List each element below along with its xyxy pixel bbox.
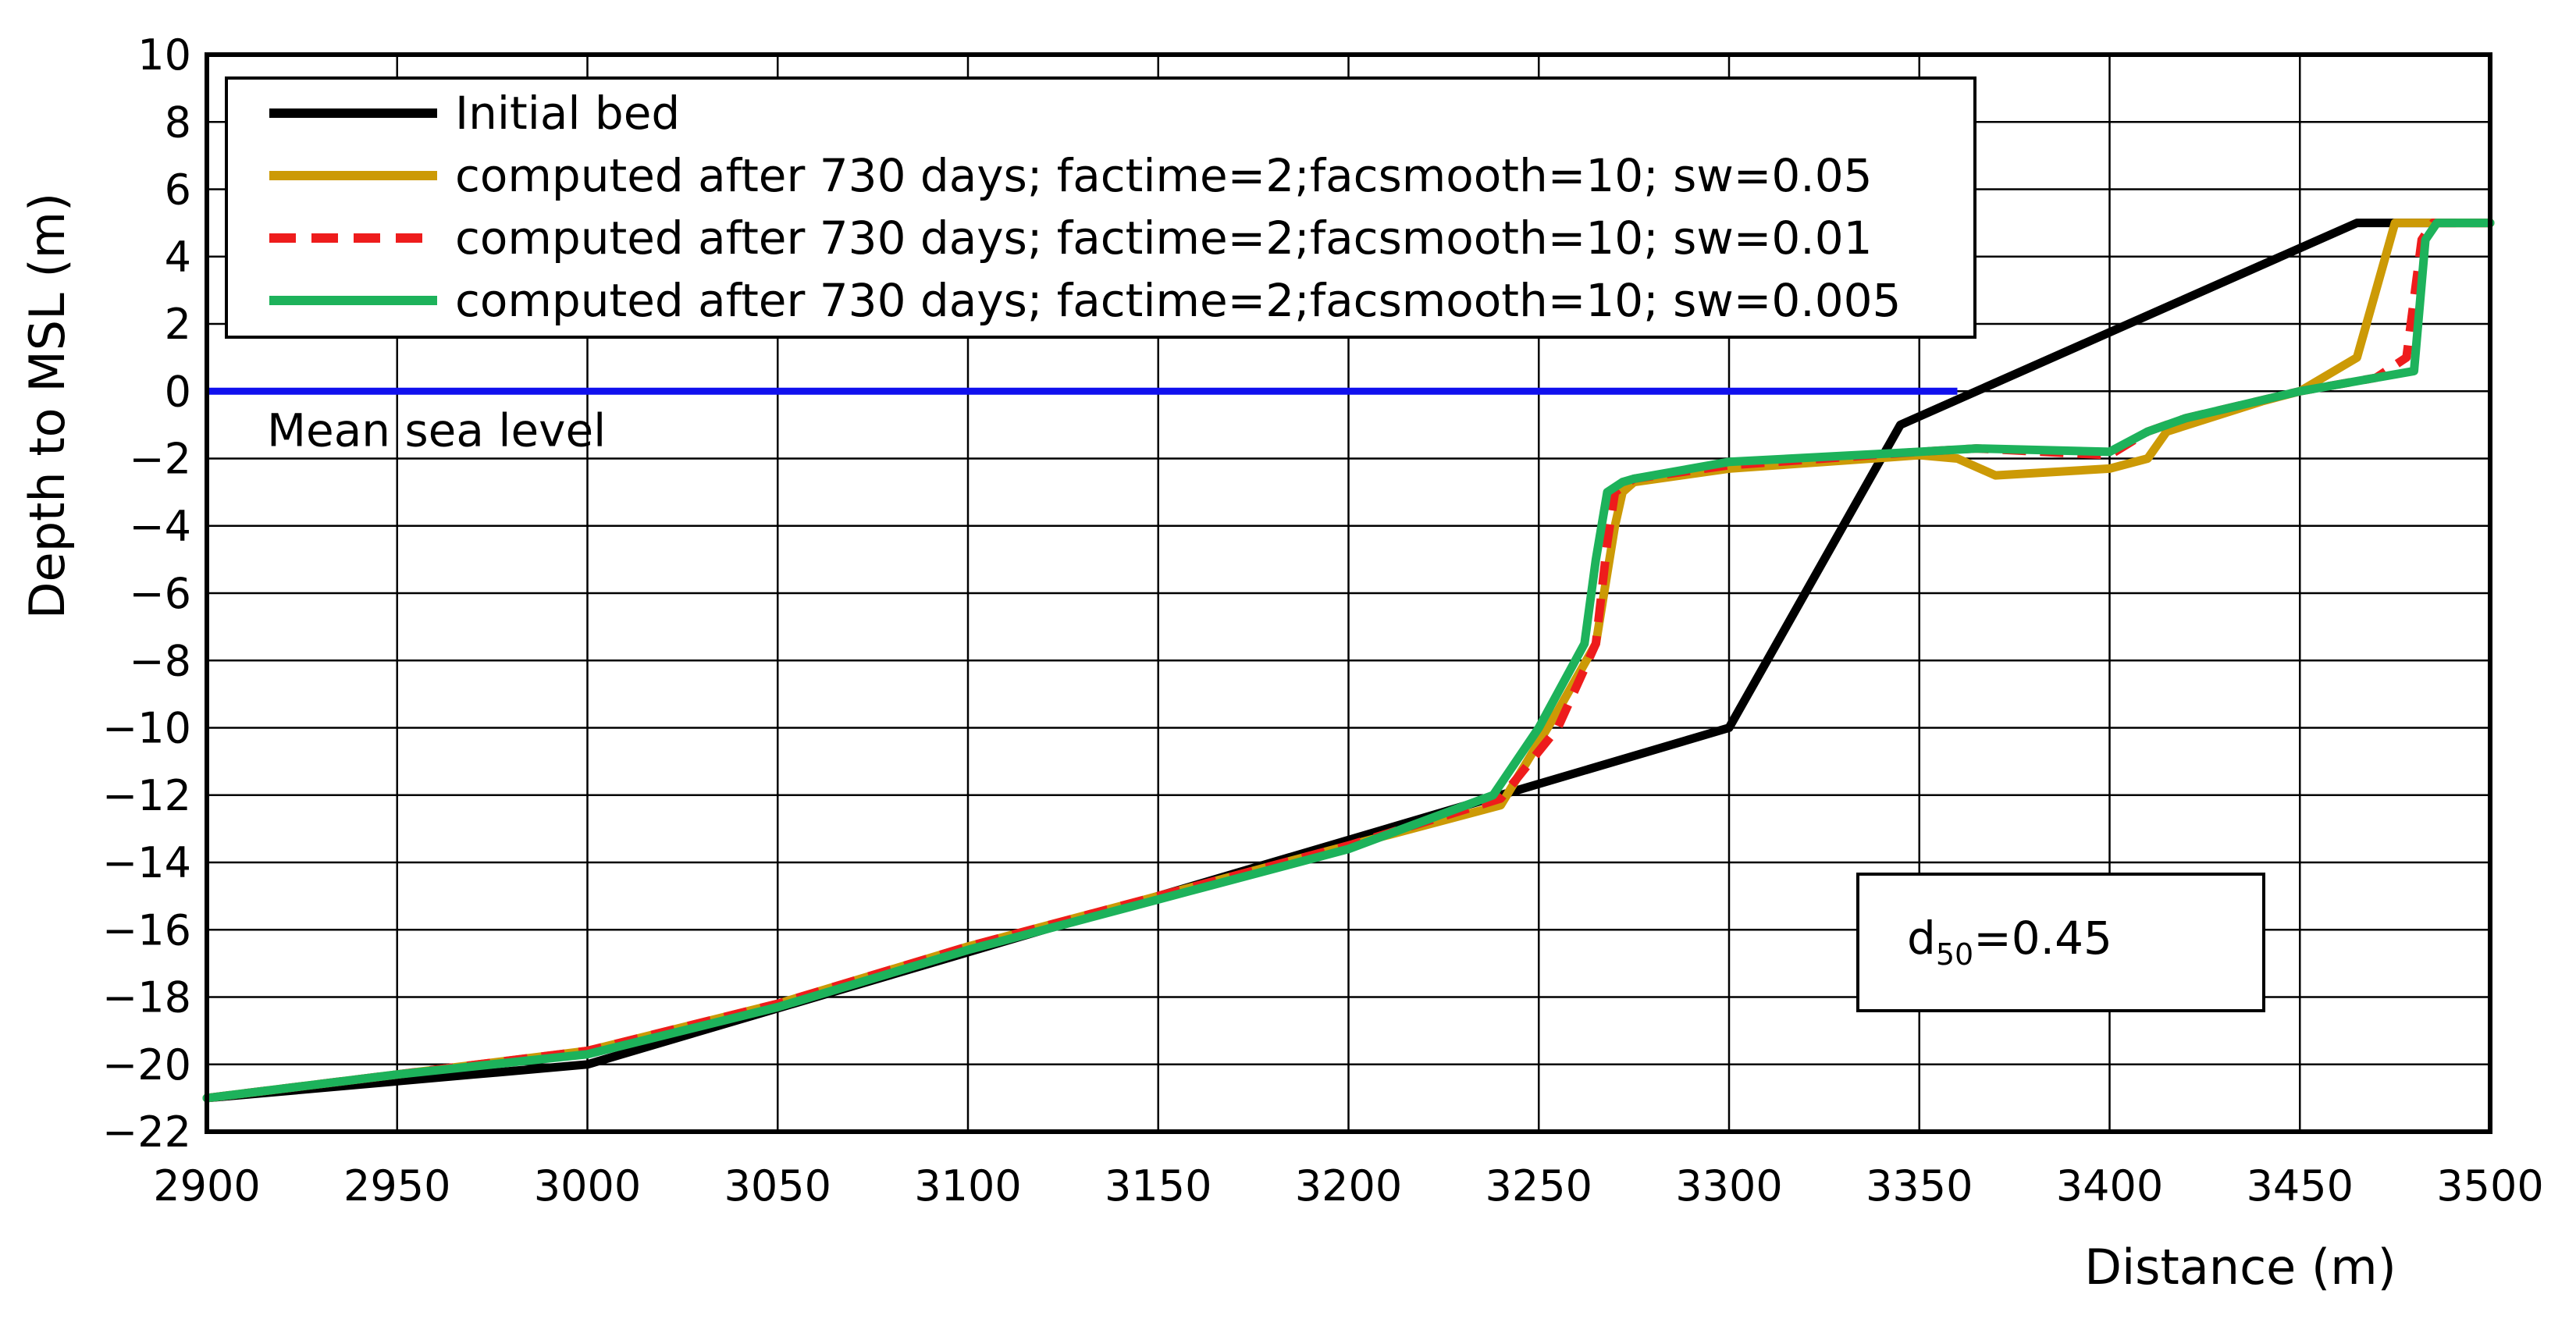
y-tick-label: −14: [102, 838, 191, 887]
plot-frame: [205, 52, 2492, 1134]
legend-label-1: computed after 730 days; factime=2;facsm…: [455, 149, 1873, 202]
x-tick-label: 3200: [1295, 1161, 1402, 1211]
reference-line-group: Mean sea level: [207, 387, 1958, 457]
d50-label: d50=0.45: [1907, 912, 2112, 972]
series-line-3: [202, 219, 2495, 1103]
y-tick-label: −18: [102, 973, 191, 1022]
x-tick-label: 2950: [343, 1161, 450, 1211]
x-tick-label: 3100: [914, 1161, 1021, 1211]
y-tick-label: 6: [165, 165, 191, 215]
y-tick-label: −6: [129, 569, 191, 618]
plot-border: [205, 52, 2492, 1134]
annotation-box: d50=0.45: [1856, 873, 2265, 1012]
y-tick-label: 0: [165, 367, 191, 416]
y-tick-label: −2: [129, 435, 191, 484]
x-tick-label: 3250: [1485, 1161, 1592, 1211]
y-tick-label: 10: [137, 30, 191, 80]
x-tick-label: 2900: [153, 1161, 260, 1211]
legend: Initial bed computed after 730 days; fact…: [225, 76, 1976, 339]
legend-label-0: Initial bed: [455, 87, 680, 140]
legend-box: [225, 76, 1976, 339]
y-tick-label: −8: [129, 636, 191, 685]
y-tick-label: −16: [102, 905, 191, 955]
y-tick-label: −20: [102, 1040, 191, 1090]
y-tick-label: 2: [165, 300, 191, 349]
y-axis-label: Depth to MSL (m): [19, 193, 76, 619]
x-tick-label: 3150: [1105, 1161, 1212, 1211]
legend-label-3: computed after 730 days; factime=2;facsm…: [455, 274, 1901, 327]
annotation-frame: [1856, 873, 2265, 1012]
d50-prefix: d: [1907, 912, 1936, 965]
d50-subscript: 50: [1936, 937, 1973, 972]
tick-labels: 2900 2950 3000 3050 3100 3150 3200 3250 3300 3350…: [102, 30, 2544, 1211]
y-tick-label: −22: [102, 1107, 191, 1157]
mean-sea-level-label: Mean sea level: [267, 404, 606, 457]
x-tick-label: 3300: [1675, 1161, 1782, 1211]
series-line-0: [202, 219, 2495, 1103]
y-tick-label: 4: [165, 233, 191, 282]
x-tick-label: 3400: [2056, 1161, 2163, 1211]
x-axis-label: Distance (m): [2084, 1239, 2396, 1296]
x-tick-label: 3450: [2247, 1161, 2354, 1211]
x-tick-label: 3000: [534, 1161, 641, 1211]
x-tick-label: 3350: [1866, 1161, 1973, 1211]
legend-label-2: computed after 730 days; factime=2;facsm…: [455, 212, 1873, 265]
x-tick-label: 3050: [724, 1161, 831, 1211]
y-tick-label: −10: [102, 704, 191, 753]
y-tick-label: −12: [102, 771, 191, 820]
y-tick-label: 8: [165, 98, 191, 147]
d50-value: =0.45: [1973, 912, 2112, 965]
y-tick-label: −4: [129, 502, 191, 551]
x-tick-label: 3500: [2436, 1161, 2543, 1211]
series-group: [202, 219, 2495, 1103]
